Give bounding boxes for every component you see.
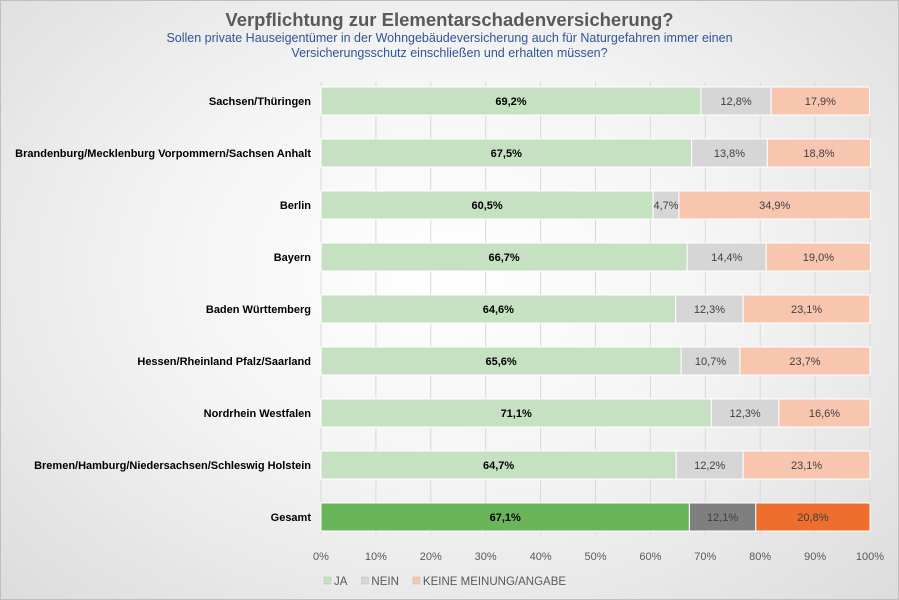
chart-subtitle-line-1: Sollen private Hauseigentümer in der Woh… [166, 31, 733, 45]
category-label: Sachsen/Thüringen [209, 96, 311, 108]
x-tick-label: 30% [475, 551, 497, 563]
data-label: 69,2% [495, 96, 526, 108]
data-label: 67,1% [490, 512, 521, 524]
bar-segment [742, 294, 871, 324]
bar-segment [320, 86, 702, 116]
legend-label: JA [334, 576, 348, 588]
legend-label: KEINE MEINUNG/ANGABE [423, 576, 566, 588]
bar-segment [652, 190, 680, 220]
legend-swatch [412, 576, 421, 585]
bar-segment [765, 242, 872, 272]
category-label: Hessen/Rheinland Pfalz/Saarland [137, 356, 311, 368]
legend-swatch [323, 576, 332, 585]
bar-segment [320, 502, 690, 532]
data-label: 64,6% [483, 304, 514, 316]
category-label: Brandenburg/Mecklenburg Vorpommern/Sachs… [15, 148, 311, 160]
data-label: 12,2% [694, 460, 725, 472]
bar-segment [678, 190, 872, 220]
bar-segment [770, 86, 870, 116]
data-label: 66,7% [488, 252, 519, 264]
data-label: 10,7% [695, 356, 726, 368]
data-label: 17,9% [805, 96, 836, 108]
bar-segment [320, 398, 712, 428]
data-label: 13,8% [714, 148, 745, 160]
data-label: 16,6% [809, 408, 840, 420]
legend-swatch [361, 576, 369, 585]
x-tick-label: 60% [639, 551, 661, 563]
category-label: Nordrhein Westfalen [204, 408, 312, 420]
bar-segment [766, 138, 872, 168]
bar-segment [320, 242, 688, 272]
data-label: 12,1% [707, 512, 738, 524]
bar-segment [320, 138, 693, 168]
bar-segment [320, 294, 677, 324]
legend-label: NEIN [371, 576, 398, 588]
bar-segment [691, 138, 768, 168]
x-tick-label: 10% [365, 551, 387, 563]
x-tick-label: 80% [749, 551, 771, 563]
chart-subtitle-line-2: Versicherungsschutz einschließen und erh… [291, 46, 608, 60]
x-tick-label: 20% [420, 551, 442, 563]
x-tick-label: 0% [313, 551, 329, 563]
data-label: 34,9% [759, 200, 790, 212]
x-tick-label: 90% [804, 551, 826, 563]
category-label: Gesamt [271, 512, 312, 524]
x-tick-label: 100% [856, 551, 884, 563]
category-label: Bremen/Hamburg/Niedersachsen/Schleswig H… [34, 460, 311, 472]
bar-segment [680, 346, 741, 376]
data-label: 65,6% [485, 356, 516, 368]
category-label: Bayern [274, 252, 312, 264]
bar-segment [742, 450, 871, 480]
x-tick-label: 70% [694, 551, 716, 563]
bar-segment [700, 86, 772, 116]
data-label: 23,7% [789, 356, 820, 368]
x-tick-label: 40% [530, 551, 552, 563]
data-label: 64,7% [483, 460, 514, 472]
bar-segment [755, 502, 871, 532]
chart-title: Verpflichtung zur Elementarschadenversic… [225, 9, 674, 30]
data-label: 12,3% [730, 408, 761, 420]
data-label: 4,7% [654, 200, 679, 212]
data-label: 71,1% [501, 408, 532, 420]
data-label: 18,8% [803, 148, 834, 160]
category-label: Berlin [280, 200, 311, 212]
x-tick-label: 50% [584, 551, 606, 563]
data-label: 14,4% [711, 252, 742, 264]
bar-segment [739, 346, 871, 376]
bar-segment [320, 346, 682, 376]
bar-segment [675, 294, 744, 324]
bar-segment [675, 450, 744, 480]
data-label: 19,0% [803, 252, 834, 264]
data-label: 20,8% [797, 512, 828, 524]
data-label: 23,1% [791, 304, 822, 316]
bar-segment [778, 398, 871, 428]
data-label: 67,5% [491, 148, 522, 160]
data-label: 12,8% [720, 96, 751, 108]
data-label: 12,3% [694, 304, 725, 316]
data-label: 60,5% [471, 200, 502, 212]
data-label: 23,1% [791, 460, 822, 472]
category-label: Baden Württemberg [206, 304, 311, 316]
